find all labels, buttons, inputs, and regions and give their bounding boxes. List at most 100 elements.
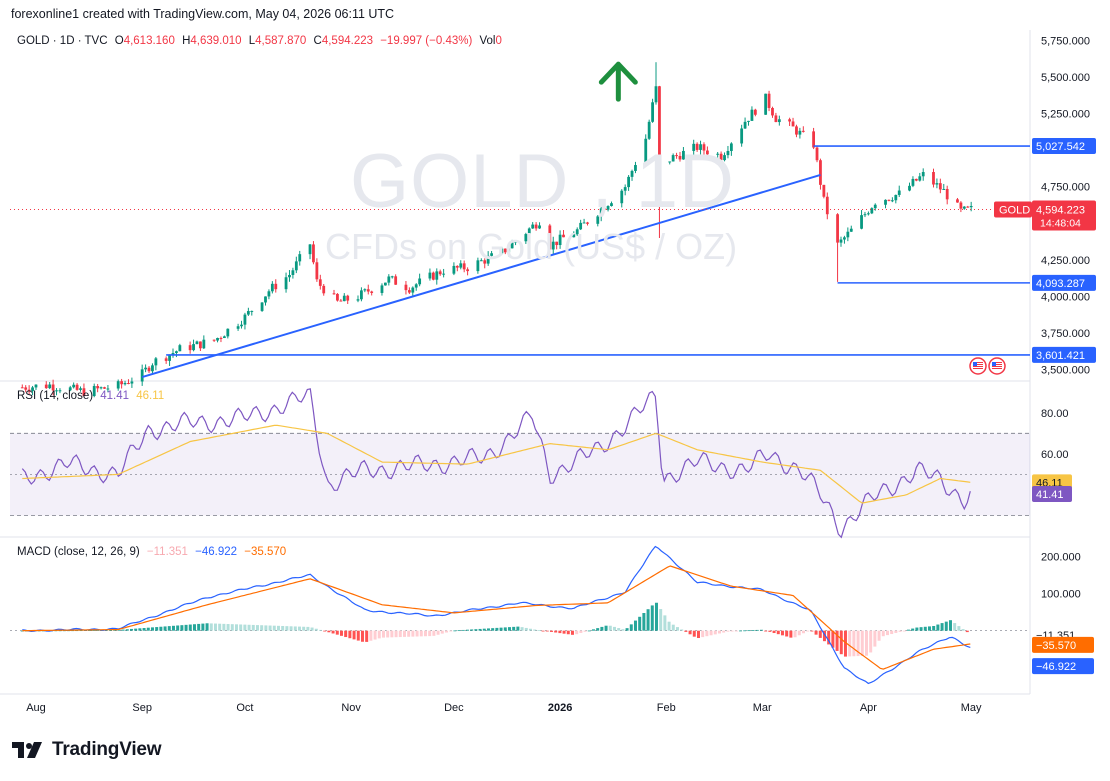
candle-body <box>428 272 432 279</box>
macd-histogram-bar <box>96 630 100 631</box>
macd-histogram-bar <box>932 625 936 631</box>
macd-histogram-bar <box>768 630 772 632</box>
macd-histogram-bar <box>612 626 616 631</box>
candle-body <box>908 185 911 191</box>
macd-histogram-bar <box>352 630 356 640</box>
macd-histogram-bar <box>827 630 831 645</box>
candle-body <box>538 225 541 229</box>
macd-histogram-bar <box>234 624 238 631</box>
macd-histogram-bar <box>146 627 150 631</box>
macd-histogram-bar <box>512 626 516 631</box>
macd-histogram-bar <box>680 629 684 631</box>
macd-histogram-bar <box>138 628 142 631</box>
candle-body <box>884 199 887 205</box>
candle-body <box>603 208 607 210</box>
watermark-symbol: GOLD , 1D <box>350 139 735 224</box>
time-axis-tick: 2026 <box>548 702 572 714</box>
macd-histogram-bar <box>201 623 205 631</box>
macd-histogram-bar <box>650 605 654 631</box>
macd-histogram-bar <box>562 630 566 634</box>
candle-body <box>938 183 942 190</box>
candle-body <box>99 387 103 389</box>
candle-body <box>791 121 795 127</box>
candle-body <box>914 178 918 181</box>
macd-histogram-bar <box>423 630 427 637</box>
candle-body <box>945 188 949 200</box>
candle-body <box>298 254 302 262</box>
macd-legend[interactable]: MACD (close, 12, 26, 9) −11.351 −46.922 … <box>17 546 290 558</box>
macd-histogram-bar <box>633 620 637 631</box>
candle-body <box>284 277 288 290</box>
candle-body <box>236 326 240 329</box>
macd-histogram-bar <box>759 629 763 631</box>
macd-histogram-bar <box>528 628 532 631</box>
candle-body <box>260 302 264 311</box>
macd-histogram-bar <box>940 623 944 631</box>
candle-body <box>332 293 336 295</box>
macd-histogram-bar <box>129 628 133 631</box>
candle-body <box>801 130 805 132</box>
macd-histogram-bar <box>348 630 352 639</box>
macd-histogram-bar <box>869 630 873 653</box>
macd-histogram-bar <box>675 627 679 631</box>
macd-histogram-bar <box>604 625 608 631</box>
candle-body <box>360 290 363 300</box>
macd-histogram-bar <box>478 628 482 631</box>
candle-body <box>911 178 915 186</box>
macd-histogram-bar <box>566 630 570 635</box>
candle-body <box>154 358 158 366</box>
rsi-legend[interactable]: RSI (14, close) 41.41 46.11 <box>17 390 168 402</box>
macd-histogram-bar <box>629 624 633 631</box>
candle-body <box>723 155 726 161</box>
macd-histogram-bar <box>659 609 663 631</box>
macd-signal-line <box>22 565 971 670</box>
bar-countdown: 14:48:04 <box>1040 218 1081 230</box>
candle-body <box>531 224 535 229</box>
candle-body <box>634 165 637 171</box>
candle-body <box>27 389 31 392</box>
macd-histogram-bar <box>356 630 360 641</box>
candle-body <box>92 386 96 397</box>
candle-body <box>199 341 202 349</box>
rsi-title[interactable]: RSI (14, close) <box>17 390 94 402</box>
candle-body <box>966 206 970 208</box>
candle-body <box>79 388 82 390</box>
candle-body <box>383 282 387 286</box>
symbol-title[interactable]: GOLD · 1D · TVC <box>17 35 108 47</box>
macd-histogram-bar <box>335 630 339 635</box>
time-axis-tick: May <box>961 702 982 714</box>
macd-label-bg <box>1032 658 1094 675</box>
price-legend[interactable]: GOLD · 1D · TVC O4,613.160 H4,639.010 L4… <box>17 35 506 47</box>
macd-histogram <box>20 602 969 657</box>
macd-histogram-bar <box>474 629 478 631</box>
candle-body <box>719 153 723 161</box>
time-axis-tick: Nov <box>341 702 361 714</box>
level-price-label: 3,601.421 <box>1036 350 1085 362</box>
macd-histogram-bar <box>722 630 726 633</box>
candle-body <box>479 260 483 262</box>
macd-histogram-bar <box>944 621 948 631</box>
candle-body <box>843 237 846 240</box>
macd-histogram-bar <box>121 629 125 631</box>
arrow-up-icon <box>598 61 638 102</box>
macd-title[interactable]: MACD (close, 12, 26, 9) <box>17 546 140 558</box>
candle-body <box>366 289 370 292</box>
macd-histogram-bar <box>936 624 940 631</box>
candle-body <box>510 242 514 249</box>
macd-histogram-bar <box>293 626 297 631</box>
macd-histogram-bar <box>205 623 209 631</box>
macd-histogram-bar <box>549 630 553 632</box>
candle-body <box>270 283 274 292</box>
macd-histogram-bar <box>709 630 713 636</box>
macd-histogram-bar <box>222 623 226 631</box>
macd-histogram-bar <box>810 630 814 632</box>
macd-histogram-bar <box>726 630 730 632</box>
tradingview-logo[interactable]: TradingView <box>12 739 162 761</box>
macd-histogram-bar <box>705 630 709 637</box>
level-price-label-bg <box>1032 138 1096 155</box>
macd-histogram-bar <box>184 624 188 631</box>
candle-body <box>75 384 79 390</box>
macd-histogram-bar <box>890 630 894 635</box>
macd-histogram-bar <box>894 630 898 633</box>
